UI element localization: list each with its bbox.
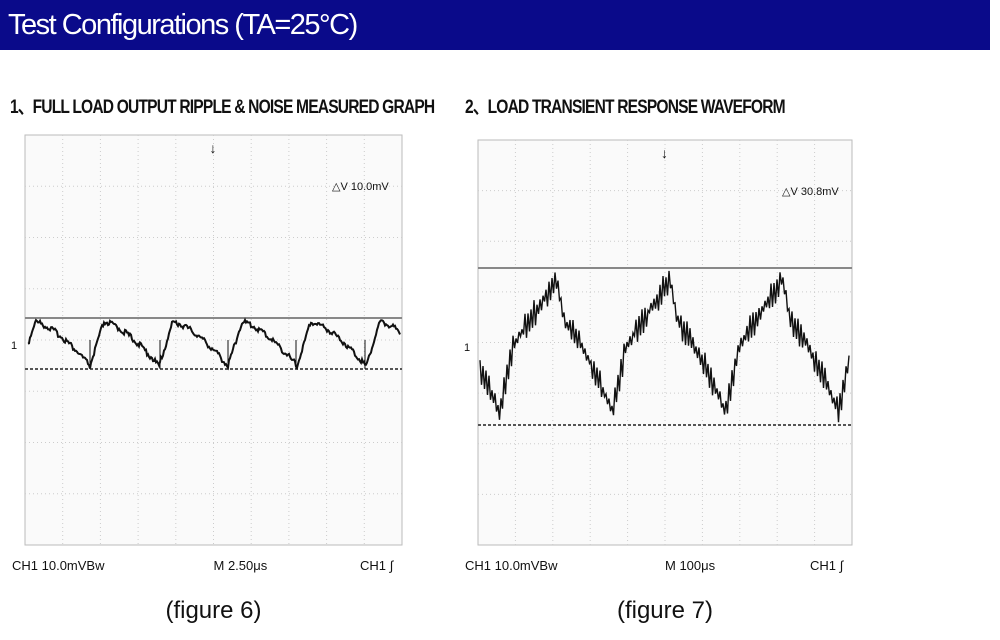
channel-scale: CH1 10.0mVBw bbox=[12, 558, 105, 573]
panel-heading: 1、FULL LOAD OUTPUT RIPPLE & NOISE MEASUR… bbox=[10, 97, 435, 118]
trigger-arrow: ↓ bbox=[210, 140, 217, 156]
scope-frame bbox=[477, 139, 853, 546]
delta-label: △V 10.0mV bbox=[332, 181, 389, 193]
header-bar: Test Configurations (TA=25°C) bbox=[0, 0, 990, 50]
channel-marker: 1 bbox=[11, 340, 17, 352]
panel-heading: 2、LOAD TRANSIENT RESPONSE WAVEFORM bbox=[465, 97, 786, 118]
channel-scale: CH1 10.0mVBw bbox=[465, 558, 558, 573]
figure-caption: (figure 6) bbox=[165, 597, 261, 624]
timebase: M 100μs bbox=[665, 558, 716, 573]
trigger-label: CH1 ∫ bbox=[810, 558, 845, 573]
timebase: M 2.50μs bbox=[214, 558, 268, 573]
figure-caption: (figure 7) bbox=[617, 597, 713, 624]
header-title: Test Configurations (TA=25°C) bbox=[8, 9, 358, 41]
delta-label: △V 30.8mV bbox=[782, 186, 839, 198]
waveform bbox=[479, 270, 850, 423]
channel-marker: 1 bbox=[464, 342, 470, 354]
trigger-arrow: ↓ bbox=[661, 145, 668, 161]
trigger-label: CH1 ∫ bbox=[360, 558, 395, 573]
